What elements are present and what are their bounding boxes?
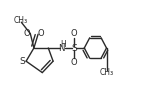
Text: O: O [38, 29, 44, 38]
Text: O: O [24, 29, 31, 38]
Text: N: N [58, 43, 65, 52]
Text: O: O [71, 58, 77, 67]
Text: CH₃: CH₃ [99, 68, 114, 77]
Text: S: S [71, 43, 77, 52]
Text: CH₃: CH₃ [14, 16, 28, 25]
Text: H: H [60, 40, 66, 49]
Text: S: S [19, 57, 25, 66]
Text: O: O [71, 29, 77, 38]
